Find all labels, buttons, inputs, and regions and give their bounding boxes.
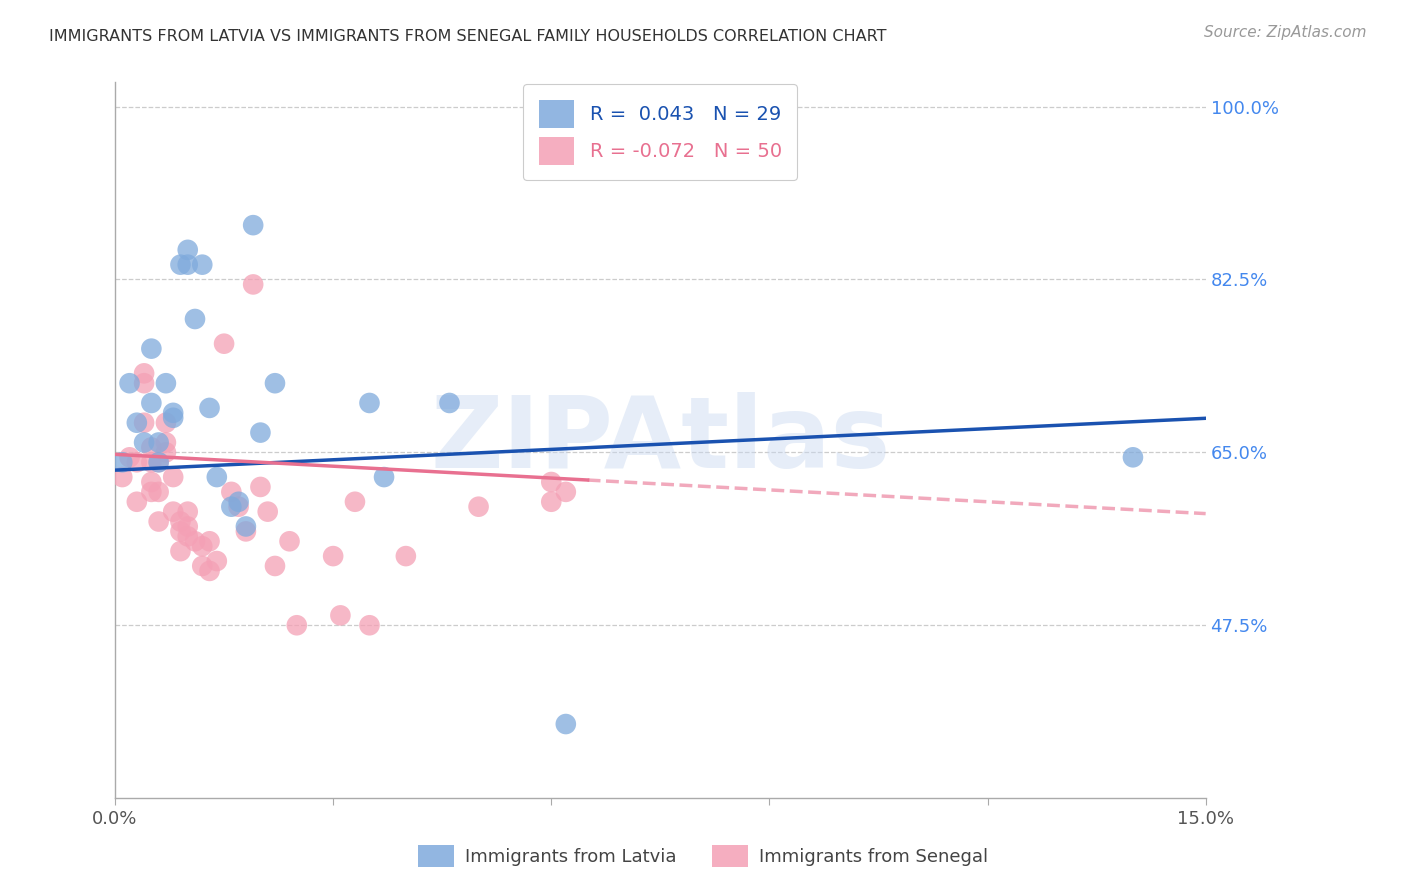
Point (205, 470, 228, 484)
Point (439, 396, 461, 410)
Point (169, 524, 191, 539)
Text: IMMIGRANTS FROM LATVIA VS IMMIGRANTS FROM SENEGAL FAMILY HOUSEHOLDS CORRELATION : IMMIGRANTS FROM LATVIA VS IMMIGRANTS FRO… (49, 29, 887, 45)
Point (132, 376, 155, 391)
Point (148, 455, 170, 469)
Point (278, 534, 301, 549)
Point (162, 470, 184, 484)
Point (132, 367, 155, 381)
Point (184, 312, 207, 326)
Point (118, 376, 141, 391)
Point (191, 539, 214, 553)
Point (373, 470, 395, 484)
Point (177, 519, 200, 533)
Point (221, 484, 243, 499)
Point (162, 410, 184, 425)
Point (148, 435, 170, 450)
Point (242, 277, 264, 292)
Point (256, 505, 278, 519)
Point (198, 534, 221, 549)
Point (169, 544, 191, 558)
Point (221, 500, 243, 514)
Point (141, 475, 163, 489)
Point (322, 549, 344, 563)
Point (1122, 450, 1144, 465)
Point (141, 484, 163, 499)
Point (148, 484, 170, 499)
Point (540, 495, 562, 509)
Point (177, 505, 200, 519)
Point (198, 564, 221, 578)
Point (343, 495, 366, 509)
Point (162, 406, 184, 420)
Point (125, 495, 148, 509)
Legend: Immigrants from Latvia, Immigrants from Senegal: Immigrants from Latvia, Immigrants from … (411, 838, 995, 874)
Point (155, 435, 177, 450)
Point (184, 534, 207, 549)
Point (177, 258, 200, 272)
Point (228, 495, 250, 509)
Point (155, 416, 177, 430)
Point (111, 455, 134, 469)
Text: ZIPAtlas: ZIPAtlas (430, 392, 890, 489)
Point (249, 480, 271, 494)
Point (235, 524, 257, 539)
Point (198, 401, 221, 415)
Point (212, 336, 235, 351)
Point (205, 554, 228, 568)
Point (177, 243, 200, 257)
Point (467, 500, 489, 514)
Point (235, 519, 257, 533)
Point (191, 559, 214, 574)
Point (191, 258, 214, 272)
Point (132, 416, 155, 430)
Point (141, 396, 163, 410)
Point (554, 484, 576, 499)
Point (141, 342, 163, 356)
Point (228, 500, 250, 514)
Point (554, 717, 576, 731)
Point (395, 549, 418, 563)
Point (249, 425, 271, 440)
Point (264, 376, 287, 391)
Point (162, 505, 184, 519)
Point (359, 618, 381, 632)
Point (111, 470, 134, 484)
Point (242, 218, 264, 232)
Legend: R =  0.043   N = 29, R = -0.072   N = 50: R = 0.043 N = 29, R = -0.072 N = 50 (523, 85, 797, 180)
Point (148, 515, 170, 529)
Point (125, 416, 148, 430)
Point (264, 559, 287, 574)
Point (540, 475, 562, 489)
Point (132, 435, 155, 450)
Point (329, 608, 352, 623)
Point (141, 441, 163, 455)
Point (125, 455, 148, 469)
Point (155, 376, 177, 391)
Point (118, 450, 141, 465)
Point (177, 529, 200, 543)
Point (285, 618, 308, 632)
Point (148, 455, 170, 469)
Point (141, 455, 163, 469)
Text: Source: ZipAtlas.com: Source: ZipAtlas.com (1204, 25, 1367, 40)
Point (169, 515, 191, 529)
Point (169, 258, 191, 272)
Point (155, 445, 177, 459)
Point (359, 396, 381, 410)
